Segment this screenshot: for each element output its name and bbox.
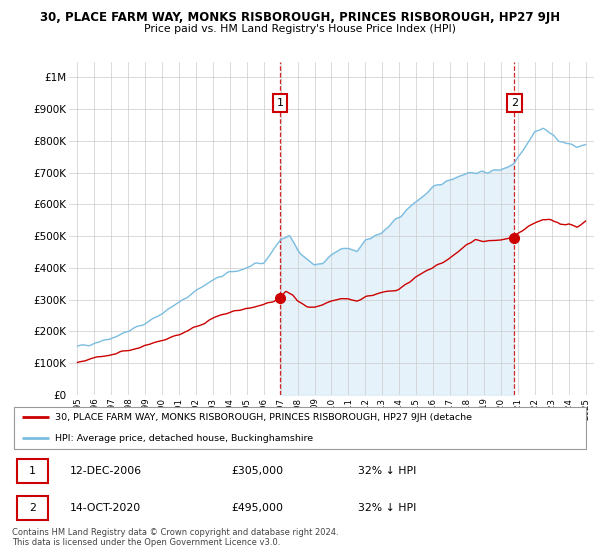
Text: 2: 2 <box>511 98 518 108</box>
Text: 2: 2 <box>29 503 35 513</box>
Text: £305,000: £305,000 <box>231 466 283 476</box>
Text: £495,000: £495,000 <box>231 503 283 513</box>
FancyBboxPatch shape <box>14 407 586 449</box>
Text: 32% ↓ HPI: 32% ↓ HPI <box>358 466 416 476</box>
Text: 14-OCT-2020: 14-OCT-2020 <box>70 503 141 513</box>
Text: 32% ↓ HPI: 32% ↓ HPI <box>358 503 416 513</box>
Text: HPI: Average price, detached house, Buckinghamshire: HPI: Average price, detached house, Buck… <box>55 434 313 443</box>
Text: 1: 1 <box>29 466 35 476</box>
FancyBboxPatch shape <box>17 496 48 520</box>
FancyBboxPatch shape <box>17 459 48 483</box>
Text: 1: 1 <box>277 98 284 108</box>
Text: Contains HM Land Registry data © Crown copyright and database right 2024.
This d: Contains HM Land Registry data © Crown c… <box>12 528 338 547</box>
Text: 30, PLACE FARM WAY, MONKS RISBOROUGH, PRINCES RISBOROUGH, HP27 9JH: 30, PLACE FARM WAY, MONKS RISBOROUGH, PR… <box>40 11 560 24</box>
Text: 12-DEC-2006: 12-DEC-2006 <box>70 466 142 476</box>
Text: Price paid vs. HM Land Registry's House Price Index (HPI): Price paid vs. HM Land Registry's House … <box>144 24 456 34</box>
Text: 30, PLACE FARM WAY, MONKS RISBOROUGH, PRINCES RISBOROUGH, HP27 9JH (detache: 30, PLACE FARM WAY, MONKS RISBOROUGH, PR… <box>55 413 472 422</box>
